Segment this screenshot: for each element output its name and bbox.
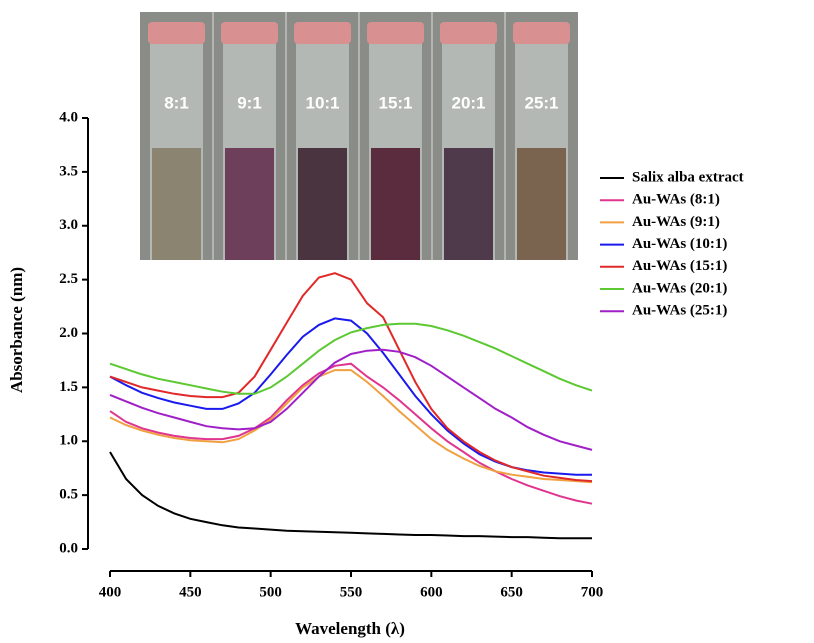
vial-cap	[221, 22, 278, 44]
series-line	[110, 370, 592, 482]
y-tick-label: 3.0	[59, 217, 78, 233]
x-tick-label: 450	[179, 584, 202, 600]
x-tick-label: 600	[420, 584, 443, 600]
vial-label: 10:1	[305, 93, 339, 112]
vial-liquid	[298, 148, 347, 260]
legend-label: Au-WAs (20:1)	[632, 280, 727, 296]
y-tick-label: 0.0	[59, 540, 78, 556]
series-line	[110, 452, 592, 538]
y-axis-label: Absorbance (nm)	[7, 267, 26, 393]
x-axis-label: Wavelength (λ)	[295, 619, 405, 638]
legend-label: Au-WAs (15:1)	[632, 258, 727, 274]
vial-label: 25:1	[524, 93, 558, 112]
legend-label: Salix alba extract	[632, 169, 744, 185]
vial-label: 9:1	[237, 93, 262, 112]
vial-cap	[440, 22, 497, 44]
vial-label: 20:1	[451, 93, 485, 112]
vial-liquid	[371, 148, 420, 260]
x-tick-label: 500	[259, 584, 282, 600]
vial-label: 8:1	[164, 93, 189, 112]
vial-cap	[367, 22, 424, 44]
y-tick-label: 3.5	[59, 163, 78, 179]
y-tick-label: 4.0	[59, 109, 78, 125]
vial-photo: 8:1 9:1 10:1 15:1 20:1 25:1	[140, 12, 578, 260]
vial-cap	[294, 22, 351, 44]
x-tick-label: 650	[500, 584, 523, 600]
x-tick-label: 400	[99, 584, 122, 600]
y-tick-label: 1.5	[59, 379, 78, 395]
y-tick-label: 1.0	[59, 433, 78, 449]
series-line	[110, 364, 592, 504]
series-line	[110, 324, 592, 394]
vial-cap	[513, 22, 570, 44]
series-line	[110, 273, 592, 481]
legend-label: Au-WAs (25:1)	[632, 303, 727, 319]
legend-label: Au-WAs (10:1)	[632, 236, 727, 252]
vial-cap	[148, 22, 205, 44]
chart: 8:1 9:1 10:1 15:1 20:1 25:1 Absorbance (nm) W…	[0, 0, 814, 643]
vial-liquid	[225, 148, 274, 260]
x-tick-label: 700	[581, 584, 604, 600]
vial-liquid	[444, 148, 493, 260]
y-tick-label: 0.5	[59, 487, 78, 503]
vial-label: 15:1	[378, 93, 412, 112]
vial-liquid	[517, 148, 566, 260]
vial-liquid	[152, 148, 201, 260]
y-tick-label: 2.5	[59, 271, 78, 287]
legend-label: Au-WAs (9:1)	[632, 214, 720, 230]
y-tick-label: 2.0	[59, 325, 78, 341]
x-tick-label: 550	[340, 584, 363, 600]
legend-label: Au-WAs (8:1)	[632, 192, 720, 208]
series-line	[110, 318, 592, 474]
